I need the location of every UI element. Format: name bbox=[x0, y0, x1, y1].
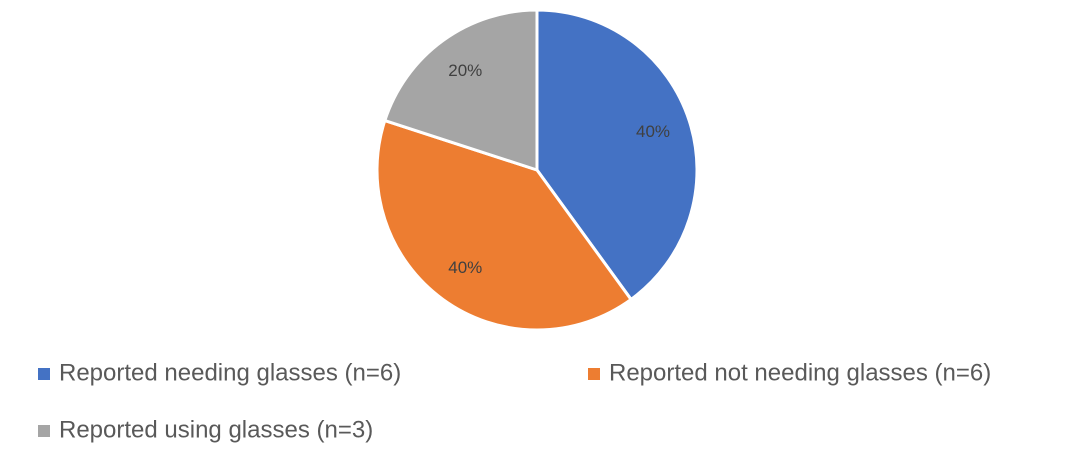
data-label: 40% bbox=[448, 258, 482, 277]
pie-slice bbox=[375, 118, 634, 332]
legend-swatch bbox=[38, 425, 50, 437]
legend-swatch bbox=[38, 368, 50, 380]
legend-label: Reported needing glasses (n=6) bbox=[59, 359, 401, 386]
pie-slice bbox=[382, 8, 539, 173]
legend-label: Reported using glasses (n=3) bbox=[59, 416, 373, 443]
legend-label: Reported not needing glasses (n=6) bbox=[609, 359, 991, 386]
pie-slice bbox=[535, 8, 699, 302]
data-label: 40% bbox=[636, 122, 670, 141]
legend-swatch bbox=[588, 368, 600, 380]
data-label: 20% bbox=[448, 61, 482, 80]
